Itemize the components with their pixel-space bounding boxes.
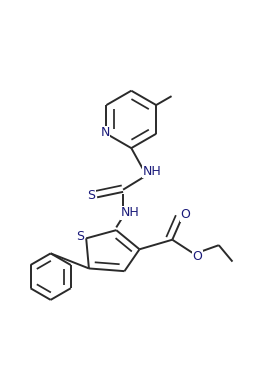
Text: O: O xyxy=(193,250,202,263)
Text: N: N xyxy=(100,126,110,139)
Text: NH: NH xyxy=(143,165,161,178)
Text: S: S xyxy=(76,231,84,243)
Text: NH: NH xyxy=(121,207,139,219)
Text: S: S xyxy=(87,189,95,202)
Text: O: O xyxy=(180,208,190,221)
